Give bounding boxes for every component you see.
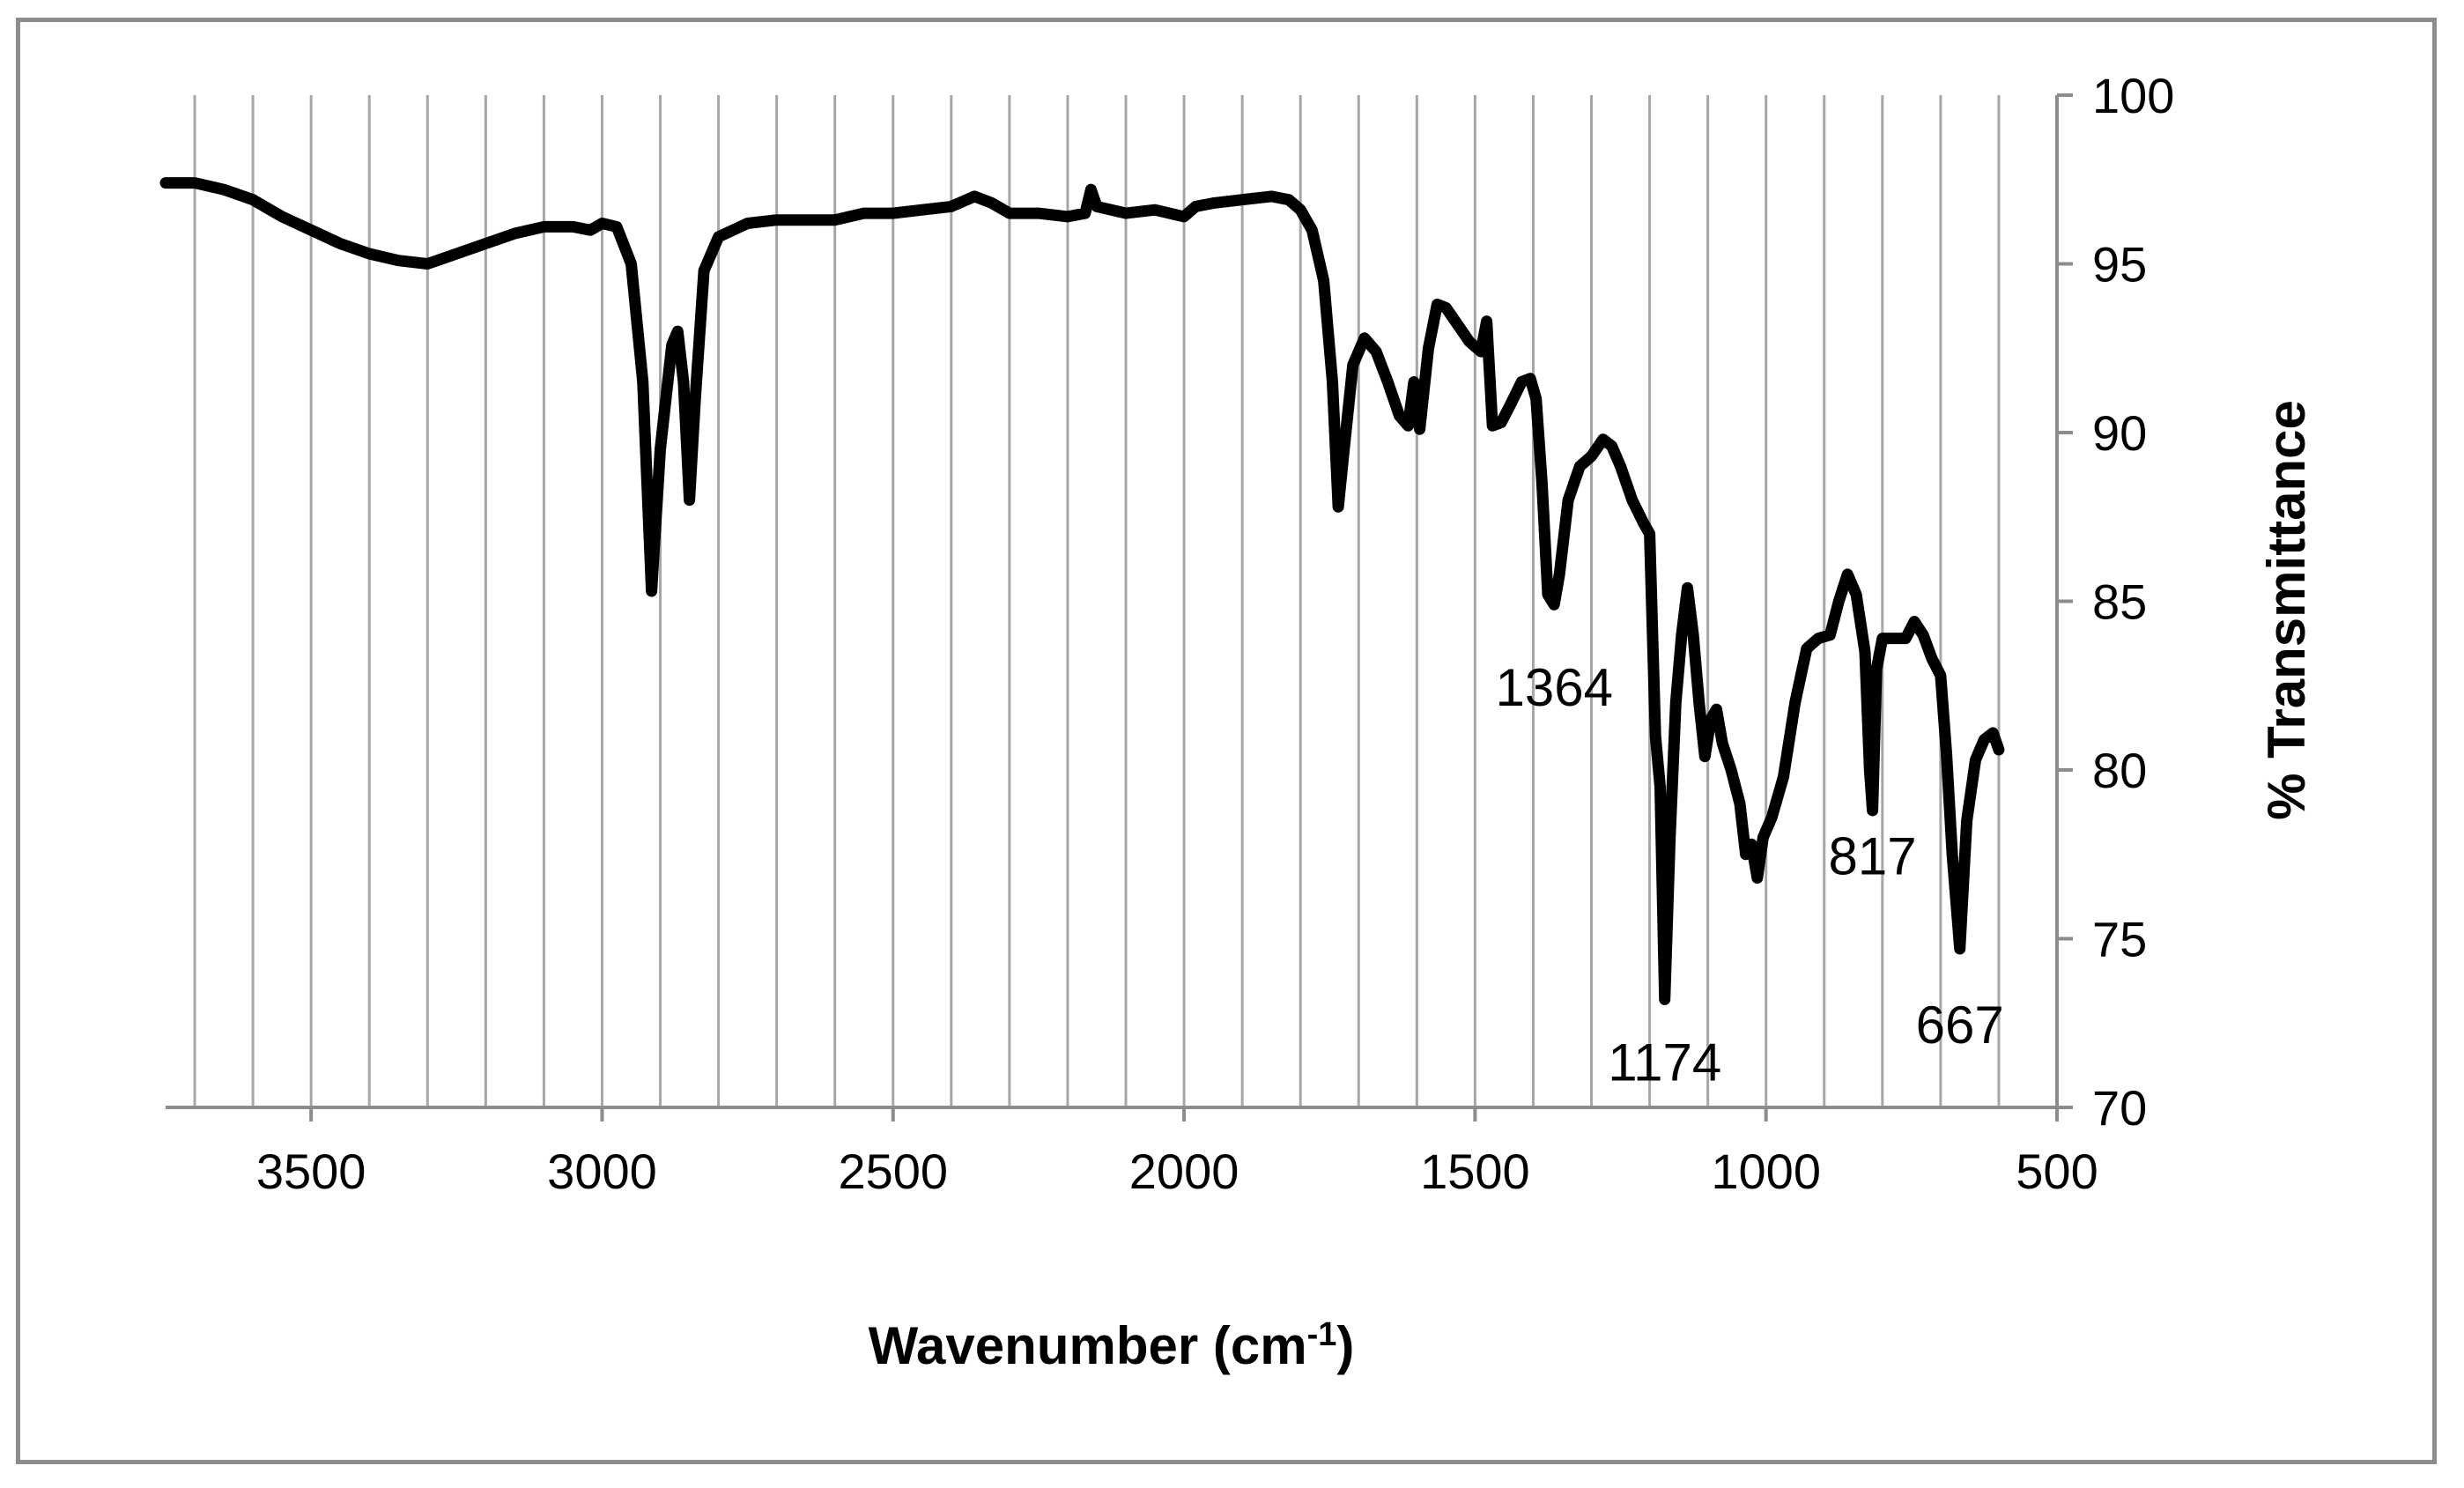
peak-annotation: 1174 (1608, 1033, 1721, 1092)
x-axis-title-suffix: ) (1336, 1316, 1354, 1375)
x-axis-title: Wavenumber (cm-1) (869, 1316, 1355, 1375)
series-layer (159, 177, 2005, 1005)
peak-annotation: 817 (1829, 827, 1917, 886)
peak-annotation: 1364 (1495, 658, 1612, 717)
y-tick-label: 85 (2092, 574, 2147, 630)
label-layer: 3500 3000 2500 2000 1500 1000 500 70 75 80 85 90 95 1… (256, 68, 2175, 1199)
x-axis-title-main: Wavenumber (cm (869, 1316, 1307, 1375)
x-tick-label: 2000 (1129, 1144, 1239, 1199)
y-axis-title: % Transmittance (2257, 400, 2316, 820)
x-tick-label: 2500 (838, 1144, 948, 1199)
axis-layer (166, 93, 2073, 1122)
y-tick-label: 95 (2092, 237, 2147, 292)
y-tick-label: 70 (2092, 1080, 2147, 1136)
y-tick-label: 75 (2092, 912, 2147, 967)
y-tick-label: 80 (2092, 743, 2147, 798)
x-tick-label: 1500 (1420, 1144, 1530, 1199)
transmittance-line (159, 177, 2005, 1005)
y-tick-label: 100 (2092, 68, 2174, 123)
x-axis-title-superscript: -1 (1307, 1316, 1337, 1353)
grid-layer (193, 95, 2059, 1107)
x-tick-label: 3000 (547, 1144, 657, 1199)
x-tick-label: 500 (2016, 1144, 2098, 1199)
x-tick-label: 1000 (1711, 1144, 1821, 1199)
peak-annotation: 667 (1916, 996, 2004, 1055)
y-tick-label: 90 (2092, 405, 2147, 461)
x-tick-label: 3500 (256, 1144, 366, 1199)
